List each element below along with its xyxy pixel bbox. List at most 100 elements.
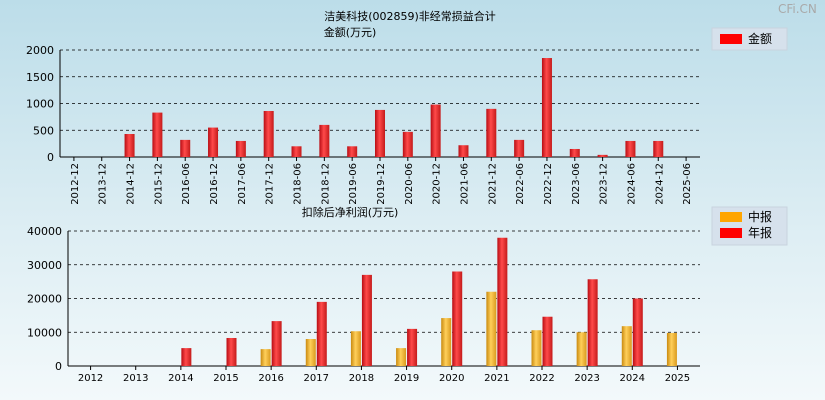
- x-tick-label: 2016-06: [181, 163, 192, 205]
- x-tick-label: 2019-12: [376, 163, 387, 205]
- bar-interim: [486, 291, 497, 366]
- x-tick-label: 2019-06: [348, 163, 359, 205]
- bar-amount: [180, 139, 191, 157]
- chart-2-bars: [181, 237, 677, 366]
- bar-interim: [350, 331, 361, 366]
- bar-annual: [271, 321, 282, 366]
- bar-amount: [291, 146, 302, 157]
- chart-1-legend-label: 金额: [748, 31, 772, 46]
- bar-amount: [625, 140, 636, 157]
- bar-interim: [305, 339, 316, 366]
- bar-interim: [396, 348, 407, 366]
- y-tick-label: 0: [47, 151, 54, 164]
- y-tick-label: 20000: [27, 293, 62, 306]
- chart-1-legend-box: [711, 27, 788, 51]
- bar-amount: [569, 148, 580, 157]
- y-tick-label: 500: [33, 124, 54, 137]
- bar-annual: [316, 301, 327, 366]
- x-tick-label: 2015: [213, 373, 238, 384]
- x-tick-label: 2013: [123, 373, 148, 384]
- chart-1-subtitle: 金额(万元): [324, 25, 377, 39]
- x-tick-label: 2012-12: [70, 163, 81, 205]
- bar-amount: [402, 131, 413, 157]
- y-tick-label: 1500: [26, 71, 54, 84]
- chart-2-legend-label-0: 中报: [748, 209, 772, 224]
- chart-2-title: 扣除后净利润(万元): [302, 205, 399, 219]
- x-tick-label: 2017-06: [237, 163, 248, 205]
- bar-amount: [347, 146, 358, 157]
- x-tick-label: 2017: [304, 373, 329, 384]
- chart-1-legend-swatch: [720, 34, 742, 44]
- bar-amount: [375, 109, 385, 157]
- bar-amount: [458, 145, 469, 157]
- x-tick-label: 2021-06: [459, 163, 470, 205]
- x-tick-label: 2020-12: [432, 163, 443, 205]
- x-tick-label: 2024-12: [654, 163, 665, 205]
- x-tick-label: 2023: [574, 373, 599, 384]
- x-tick-label: 2018: [349, 373, 374, 384]
- bar-interim: [260, 349, 271, 366]
- chart-2-legend-swatch-1: [720, 228, 742, 238]
- x-tick-label: 2017-12: [265, 163, 276, 205]
- bar-amount: [653, 140, 664, 157]
- bar-amount: [430, 104, 441, 157]
- bar-annual: [587, 279, 598, 366]
- chart-1: 洁美科技(002859)非经常损益合计 金额(万元) 0 500 1000 1500 2…: [26, 9, 788, 205]
- bar-amount: [514, 139, 525, 157]
- bar-annual: [181, 348, 192, 366]
- x-tick-label: 2022-12: [543, 163, 554, 205]
- bar-interim: [621, 326, 632, 366]
- x-tick-label: 2020-06: [404, 163, 415, 205]
- chart-2-legend-label-1: 年报: [748, 225, 772, 240]
- chart-2-grid: [67, 230, 700, 367]
- bar-annual: [542, 316, 553, 366]
- chart-1-legend: 金额: [711, 27, 788, 51]
- x-tick-label: 2016: [258, 373, 283, 384]
- chart-2-legend: 中报 年报: [711, 206, 788, 246]
- x-tick-label: 2021-12: [487, 163, 498, 205]
- x-tick-label: 2023-06: [571, 163, 582, 205]
- x-tick-label: 2025-06: [682, 163, 693, 205]
- bar-amount: [235, 140, 246, 157]
- x-tick-label: 2021: [484, 373, 509, 384]
- bar-amount: [124, 133, 135, 157]
- bar-amount: [486, 108, 497, 157]
- x-tick-label: 2014: [168, 373, 193, 384]
- bar-interim: [666, 332, 677, 366]
- x-tick-label: 2020: [439, 373, 464, 384]
- x-tick-label: 2025: [665, 373, 690, 384]
- y-tick-label: 2000: [26, 44, 54, 57]
- bar-annual: [632, 298, 643, 366]
- x-tick-label: 2014-12: [126, 163, 137, 205]
- bar-annual: [407, 328, 418, 366]
- y-tick-label: 30000: [27, 259, 62, 272]
- x-tick-label: 2023-12: [599, 163, 610, 205]
- watermark: CFi.CN: [778, 2, 817, 16]
- x-tick-label: 2024-06: [626, 163, 637, 205]
- chart-1-x-ticks: 2012-12 2013-12 2014-12 2015-12 2016-06 2016-…: [70, 157, 693, 205]
- x-tick-label: 2022-06: [515, 163, 526, 205]
- bar-annual: [226, 337, 237, 366]
- x-tick-label: 2018-12: [320, 163, 331, 205]
- bar-amount: [208, 127, 219, 157]
- chart-1-y-ticks: 0 500 1000 1500 2000: [26, 44, 54, 164]
- bar-annual: [497, 237, 508, 366]
- x-tick-label: 2016-12: [209, 163, 220, 205]
- chart-2-y-ticks: 0 10000 20000 30000 40000: [27, 225, 62, 373]
- x-tick-label: 2013-12: [98, 163, 109, 205]
- y-tick-label: 40000: [27, 225, 62, 238]
- bar-annual: [452, 271, 463, 366]
- x-tick-label: 2022: [529, 373, 554, 384]
- bar-amount: [152, 112, 163, 157]
- x-tick-label: 2015-12: [153, 163, 164, 205]
- bar-interim: [531, 330, 542, 366]
- bar-amount: [319, 124, 330, 157]
- bar-annual: [361, 274, 372, 366]
- x-tick-label: 2019: [394, 373, 419, 384]
- y-tick-label: 0: [55, 360, 62, 373]
- bar-amount: [263, 110, 274, 157]
- bar-amount: [597, 154, 608, 157]
- bar-interim: [441, 318, 452, 366]
